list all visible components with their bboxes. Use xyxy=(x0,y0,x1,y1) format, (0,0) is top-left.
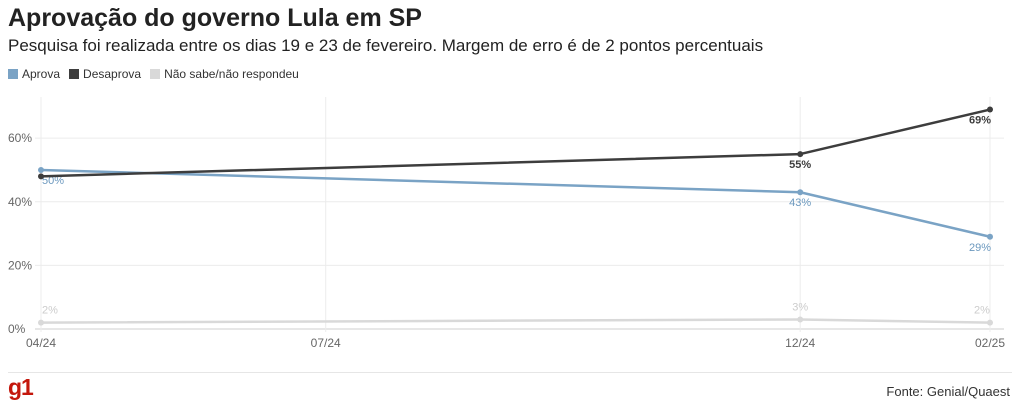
y-tick-label: 60% xyxy=(8,131,32,145)
data-label-desaprova: 55% xyxy=(789,159,811,171)
legend-label-nao-sabe: Não sabe/não respondeu xyxy=(164,67,299,81)
legend-swatch-nao-sabe xyxy=(150,69,161,79)
series-line-aprova xyxy=(40,168,991,238)
legend-label-aprova: Aprova xyxy=(22,67,61,81)
line-chart: 0% 20% 40% 60% 04/24 07/24 12/24 02/25 2% 3% 2% 50%… xyxy=(8,97,1005,350)
data-point-aprova xyxy=(797,189,804,196)
chart-title: Aprovação do governo Lula em SP xyxy=(8,4,422,32)
footer-divider xyxy=(8,372,1012,373)
data-label-aprova: 50% xyxy=(42,175,64,187)
data-label-desaprova: 69% xyxy=(969,115,991,127)
legend: Aprova Desaprova Não sabe/não respondeu xyxy=(8,67,299,81)
g1-logo[interactable]: g1 xyxy=(8,374,34,400)
data-point-aprova xyxy=(38,166,44,173)
data-point-aprova xyxy=(987,233,993,240)
data-point-nao-sabe-nao-respondeu xyxy=(987,319,993,326)
y-tick-label: 40% xyxy=(8,195,32,209)
data-label-nao-sabe-nao-respondeu: 2% xyxy=(974,305,990,317)
data-point-nao-sabe-nao-respondeu xyxy=(38,319,44,326)
legend-label-desaprova: Desaprova xyxy=(83,67,142,81)
legend-swatch-desaprova xyxy=(69,69,80,79)
legend-swatch-aprova xyxy=(8,69,18,79)
legend-item-desaprova[interactable]: Desaprova xyxy=(69,67,141,81)
x-tick-label: 12/24 xyxy=(785,336,815,350)
data-point-desaprova xyxy=(987,106,993,113)
data-label-aprova: 29% xyxy=(969,242,991,254)
x-tick-label: 07/24 xyxy=(311,336,341,350)
y-tick-label: 20% xyxy=(8,258,32,272)
chart-subtitle: Pesquisa foi realizada entre os dias 19 … xyxy=(8,36,764,55)
y-tick-label: 0% xyxy=(8,322,26,336)
source-note: Fonte: Genial/Quaest xyxy=(886,384,1010,399)
x-tick-label: 04/24 xyxy=(26,336,56,350)
series-line-nao-sabe-nao-respondeu xyxy=(40,318,991,324)
data-label-aprova: 43% xyxy=(789,197,811,209)
data-point-desaprova xyxy=(38,173,44,180)
series-line-desaprova xyxy=(40,108,991,178)
data-point-desaprova xyxy=(797,151,804,158)
legend-item-aprova[interactable]: Aprova xyxy=(8,67,60,81)
legend-item-nao-sabe[interactable]: Não sabe/não respondeu xyxy=(150,67,299,81)
data-label-nao-sabe-nao-respondeu: 3% xyxy=(792,301,808,313)
data-point-nao-sabe-nao-respondeu xyxy=(797,316,804,323)
data-label-nao-sabe-nao-respondeu: 2% xyxy=(42,305,58,317)
x-tick-label: 02/25 xyxy=(975,336,1005,350)
